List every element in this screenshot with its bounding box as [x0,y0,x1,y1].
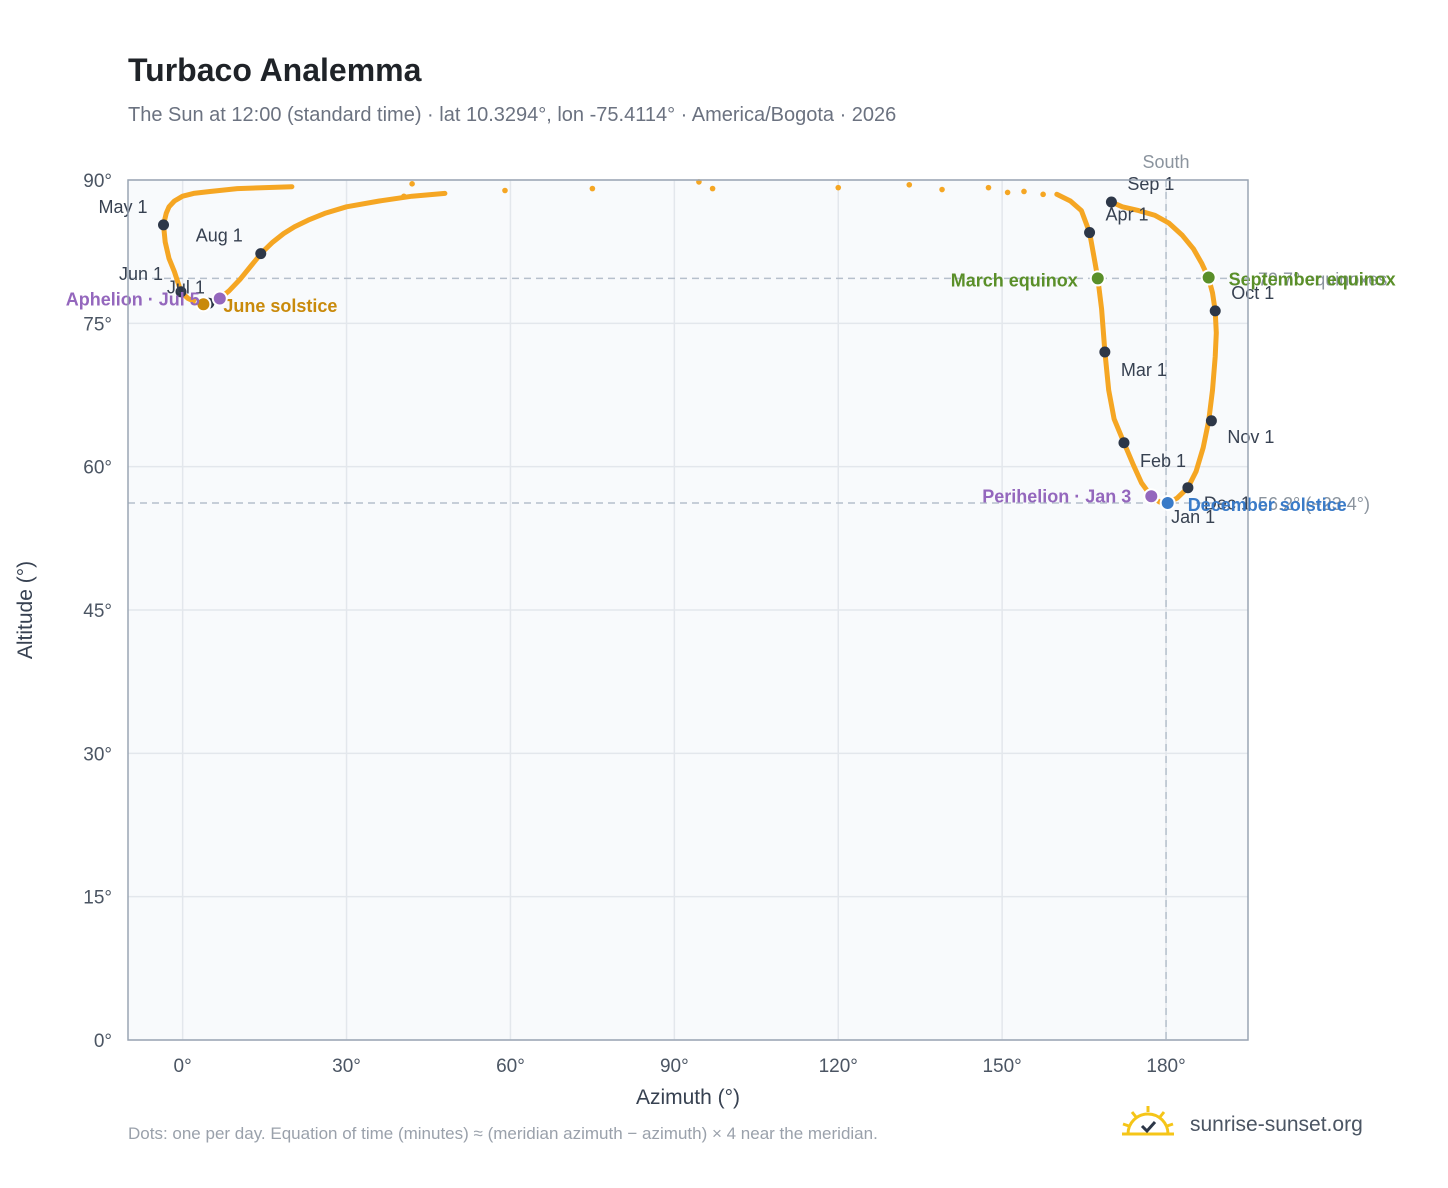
event-label: Perihelion · Jan 3 [982,486,1131,506]
footnote: Dots: one per day. Equation of time (min… [128,1124,878,1143]
event-markers: March equinox September equinox June solst… [66,269,1396,515]
month-marker-label: Mar 1 [1121,360,1167,380]
x-tick-label: 60° [496,1056,525,1077]
event-label: Aphelion · Jul 5 [66,289,200,309]
sun-logo-icon [1122,1106,1174,1136]
daily-point [939,186,945,193]
daily-point [835,184,842,191]
y-tick-label: 75° [83,314,112,335]
month-marker [1182,482,1194,494]
event-marker [211,290,228,307]
reference-line-label: 56.2° (−23.4°) [1258,494,1370,514]
axis-ticks: 0° 30° 60° 90° 120° 150° 180° 0° 15° 30° 45° 60° 75°… [83,171,1185,1077]
daily-point [409,181,415,187]
x-tick-label: 0° [174,1056,192,1077]
y-axis-title: Altitude (°) [14,561,37,659]
month-marker [1084,227,1096,239]
event-label: September equinox [1229,269,1396,289]
month-marker-label: Dec 1 [1204,494,1251,514]
daily-point [1004,189,1011,196]
event-marker [1089,270,1106,287]
event-marker [195,296,212,313]
y-tick-label: 60° [83,458,112,479]
x-tick-label: 90° [660,1056,689,1077]
x-tick-label: 30° [332,1056,361,1077]
analemma-segment [161,184,295,228]
month-marker-label: May 1 [98,197,147,217]
month-marker [1105,196,1117,208]
y-tick-label: 0° [94,1031,112,1052]
daily-point [985,184,992,191]
event-label: June solstice [223,296,337,316]
month-marker [1118,437,1130,449]
daily-point [1021,188,1027,195]
y-tick-label: 45° [83,601,112,622]
month-marker-label: Jan 1 [1171,507,1215,527]
x-tick-label: 150° [982,1056,1021,1077]
x-axis-title: Azimuth (°) [636,1086,740,1109]
chart-subtitle: The Sun at 12:00 (standard time) · lat 1… [128,104,897,126]
month-marker [1205,415,1217,427]
month-marker [175,286,187,298]
brand-name: sunrise-sunset.org [1190,1113,1363,1136]
month-marker [1099,346,1111,358]
month-marker [255,248,267,260]
reference-line-label: 79.7° equinoxes [1258,269,1387,289]
daily-point [502,187,508,194]
y-tick-label: 15° [83,888,112,909]
x-tick-label: 120° [819,1056,858,1077]
chart-title: Turbaco Analemma [128,52,422,88]
month-marker-label: Aug 1 [196,226,243,246]
daily-point [401,193,407,200]
event-label: December solstice [1188,495,1347,515]
month-marker-label: Oct 1 [1231,283,1274,303]
event-marker [1200,269,1217,286]
plot-frame [127,179,1249,1041]
month-marker-label: Jun 1 [119,264,163,284]
month-marker [1209,305,1221,317]
analemma-segment [161,190,448,307]
daily-point [1040,191,1046,198]
month-marker-label: Apr 1 [1106,205,1149,225]
month-marker-label: Feb 1 [1140,451,1186,471]
event-marker [1143,488,1160,505]
event-label: March equinox [951,270,1078,290]
daily-point [709,185,716,192]
reference-lines: South 79.7° equinoxes 56.2° (−23.4°) [128,152,1387,1040]
brand[interactable]: sunrise-sunset.org [1120,1104,1420,1148]
grid [128,179,1248,1041]
daily-point [589,185,596,192]
y-tick-label: 30° [83,744,112,765]
month-marker-label: Jul 1 [167,277,205,297]
daily-point [906,181,913,188]
meridian-label: South [1143,152,1190,172]
month-marker-label: Sep 1 [1127,174,1174,194]
event-marker [1159,494,1176,511]
x-tick-label: 180° [1146,1056,1185,1077]
y-tick-label: 90° [83,171,112,192]
month-marker-label: Nov 1 [1227,427,1274,447]
month-marker [158,219,170,231]
